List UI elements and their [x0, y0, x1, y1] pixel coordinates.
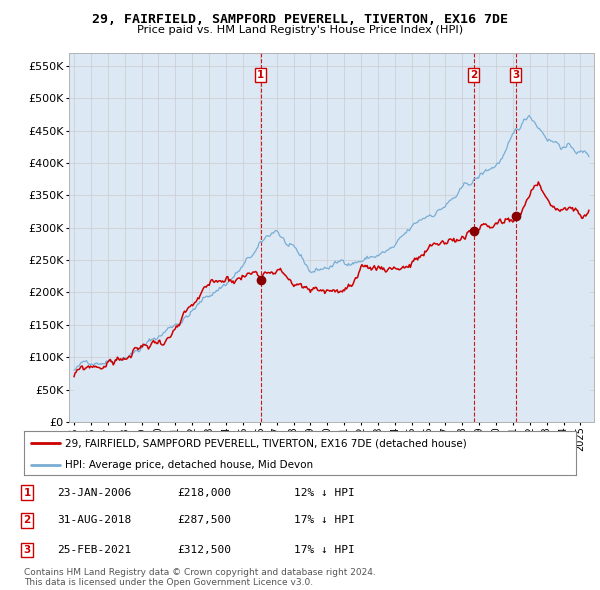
- Text: 29, FAIRFIELD, SAMPFORD PEVERELL, TIVERTON, EX16 7DE (detached house): 29, FAIRFIELD, SAMPFORD PEVERELL, TIVERT…: [65, 438, 467, 448]
- Text: £312,500: £312,500: [177, 545, 231, 555]
- Text: £287,500: £287,500: [177, 516, 231, 525]
- Text: 31-AUG-2018: 31-AUG-2018: [57, 516, 131, 525]
- Text: 1: 1: [23, 488, 31, 497]
- Text: Contains HM Land Registry data © Crown copyright and database right 2024.
This d: Contains HM Land Registry data © Crown c…: [24, 568, 376, 587]
- Text: 2: 2: [23, 516, 31, 525]
- Text: 3: 3: [512, 70, 519, 80]
- Text: 23-JAN-2006: 23-JAN-2006: [57, 488, 131, 497]
- Text: 29, FAIRFIELD, SAMPFORD PEVERELL, TIVERTON, EX16 7DE: 29, FAIRFIELD, SAMPFORD PEVERELL, TIVERT…: [92, 13, 508, 26]
- Text: 2: 2: [470, 70, 477, 80]
- Text: 12% ↓ HPI: 12% ↓ HPI: [294, 488, 355, 497]
- Text: HPI: Average price, detached house, Mid Devon: HPI: Average price, detached house, Mid …: [65, 460, 314, 470]
- Text: £218,000: £218,000: [177, 488, 231, 497]
- Text: 1: 1: [257, 70, 265, 80]
- Text: 25-FEB-2021: 25-FEB-2021: [57, 545, 131, 555]
- Text: 3: 3: [23, 545, 31, 555]
- Text: Price paid vs. HM Land Registry's House Price Index (HPI): Price paid vs. HM Land Registry's House …: [137, 25, 463, 35]
- Text: 17% ↓ HPI: 17% ↓ HPI: [294, 516, 355, 525]
- Text: 17% ↓ HPI: 17% ↓ HPI: [294, 545, 355, 555]
